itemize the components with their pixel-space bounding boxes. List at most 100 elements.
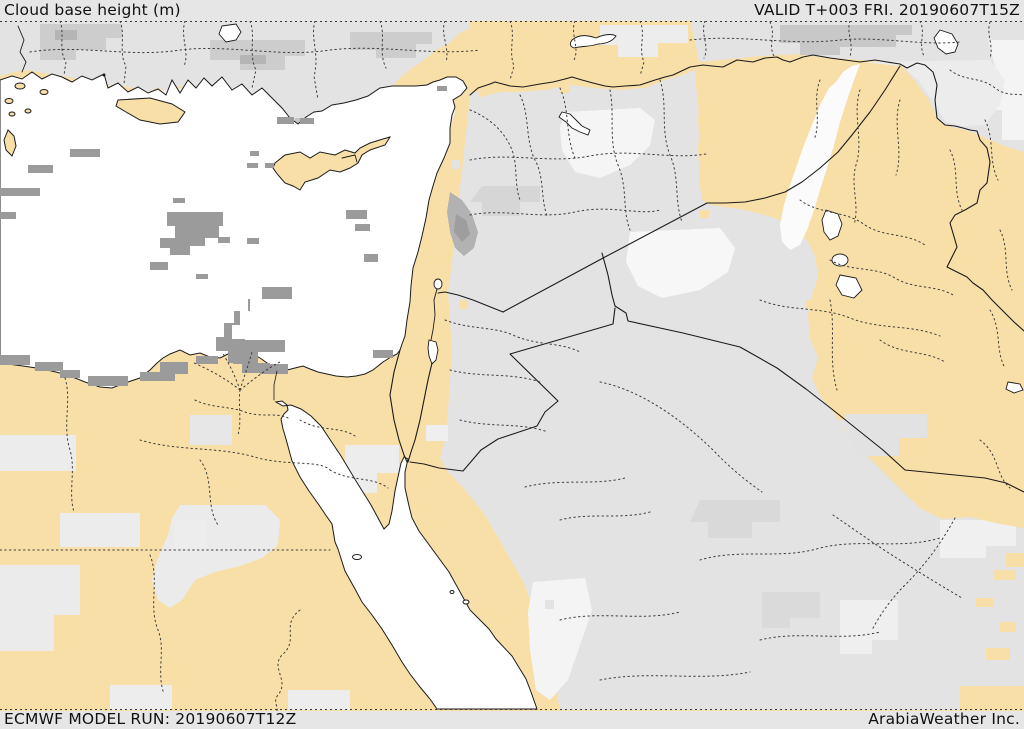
small-island-dot	[102, 73, 106, 77]
land-central-iraq	[785, 62, 1024, 528]
admin-line	[999, 229, 1013, 291]
red-sea	[274, 400, 538, 710]
admin-line	[239, 351, 253, 391]
admin-line	[813, 79, 821, 141]
cloud-patch-sesaudi	[845, 414, 927, 456]
cloud-pale-iran	[988, 40, 1024, 140]
admin-line	[29, 47, 481, 54]
map-frame	[0, 21, 1024, 710]
sea-cloud-patch	[373, 350, 393, 358]
red-sea-island	[352, 554, 362, 560]
sea-cloud-patch	[355, 224, 370, 231]
cloud-white-sinjar	[780, 64, 860, 250]
admin-line	[329, 469, 389, 489]
cloud-patch-egypt	[0, 565, 80, 651]
admin-line	[988, 21, 992, 59]
cloud-patch-dark	[762, 592, 820, 628]
border-jordan-israel-south	[407, 362, 433, 463]
sea-cloud-patch	[140, 372, 175, 381]
cyprus-green-line	[341, 154, 358, 163]
cloud-patch-dark	[350, 32, 432, 58]
border-egypt-israel	[389, 349, 408, 463]
dither	[545, 600, 554, 609]
sea-cloud-patch	[277, 117, 294, 124]
admin-line	[524, 477, 626, 488]
admin-line	[469, 208, 661, 216]
sea-cloud-blob-egypt	[216, 287, 292, 373]
admin-line	[139, 439, 331, 471]
admin-line	[469, 109, 521, 201]
cloud-pale-turkey	[600, 25, 688, 57]
admin-line	[191, 361, 241, 391]
admin-line	[449, 369, 541, 383]
cloud-patch-sinai	[345, 445, 399, 493]
admin-line	[519, 94, 549, 219]
cloud-patch-egypt	[288, 690, 350, 710]
admin-line	[59, 20, 67, 76]
admin-line	[249, 20, 257, 89]
red-sea-island	[462, 599, 470, 605]
admin-line	[239, 361, 281, 391]
footer-bar: ECMWF MODEL RUN: 20190607T12Z ArabiaWeat…	[0, 711, 1024, 729]
sea-cloud-patch	[196, 274, 208, 279]
admin-line	[194, 399, 289, 419]
sea-cloud-patch	[364, 254, 378, 262]
lake-turkey-west	[218, 23, 242, 43]
sea-cloud-patch	[346, 210, 367, 219]
sea-cloud-patch	[170, 248, 190, 255]
admin-line	[639, 20, 645, 77]
sea-of-galilee	[433, 278, 443, 290]
admin-line	[443, 20, 448, 63]
admin-line	[832, 514, 963, 599]
aegean-island	[8, 111, 16, 117]
cloud-patch-israel	[426, 425, 448, 441]
border-syria-jordan	[437, 291, 504, 313]
sea-cloud-patch	[175, 226, 219, 238]
sea-cloud-patch	[88, 376, 128, 386]
lake-razazza	[835, 274, 863, 299]
admin-line	[559, 87, 576, 159]
cloud-white-wiraq	[626, 228, 735, 298]
lake-tharthar	[821, 209, 843, 241]
admin-line	[313, 20, 319, 101]
admin-line	[949, 149, 963, 211]
dither	[700, 210, 709, 218]
admin-line	[829, 299, 838, 391]
admin-line	[221, 351, 241, 391]
border-iraq-saudi	[627, 320, 1024, 493]
aegean-island	[14, 82, 26, 90]
sea-cloud-patch	[60, 370, 80, 378]
border-turkey-syria-iraq-iran	[469, 54, 1024, 332]
admin-line	[444, 319, 581, 353]
valid-time-label: VALID T+003 FRI. 20190607T15Z	[754, 0, 1020, 19]
red-sea-island	[449, 590, 455, 594]
cloud-patch-egypt	[60, 513, 140, 547]
admin-line	[984, 119, 999, 181]
sea-cloud-patch	[437, 86, 447, 91]
cloud-pale-saudi	[840, 600, 898, 654]
sea-cloud-patch	[70, 149, 100, 157]
aegean-island	[39, 89, 49, 95]
land-patch	[976, 598, 994, 607]
admin-line	[979, 439, 1011, 489]
admin-line	[853, 89, 861, 226]
admin-line	[379, 20, 387, 69]
dither	[452, 160, 460, 169]
admin-line	[799, 199, 926, 246]
karpathos-island	[3, 129, 17, 157]
aegean-island	[4, 98, 14, 104]
land-patch	[994, 570, 1016, 580]
sea-cloud-patch	[28, 165, 53, 173]
islands-layer	[3, 73, 392, 191]
sea-cloud-patch	[35, 362, 63, 371]
sea-cloud-patch	[160, 238, 190, 248]
sea-cloud-patch	[250, 151, 259, 156]
sea-cloud-patch	[218, 237, 230, 243]
cloud-patch-egypt	[175, 520, 207, 550]
admin-line	[275, 609, 301, 713]
sea-cloud-patch	[167, 212, 223, 226]
land-patch	[960, 686, 1024, 710]
suez-canal	[273, 370, 278, 401]
